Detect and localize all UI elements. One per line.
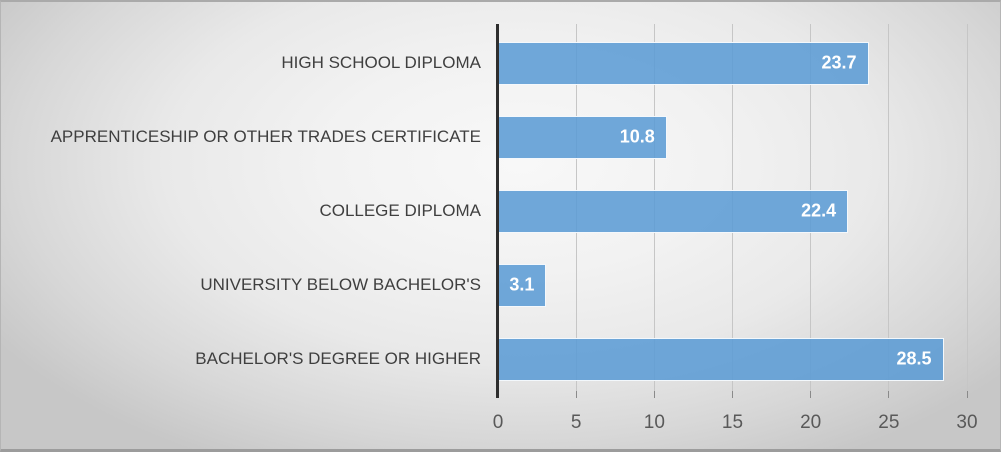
data-label: 23.7	[821, 52, 857, 73]
x-axis-tick-label: 30	[956, 412, 978, 433]
category-label: HIGH SCHOOL DIPLOMA	[281, 53, 481, 72]
x-axis-tick-label: 5	[570, 412, 582, 433]
x-axis-tick	[888, 391, 890, 398]
x-axis-tick	[732, 391, 733, 398]
gridline	[966, 24, 968, 391]
category-label: BACHELOR'S DEGREE OR HIGHER	[195, 349, 481, 368]
category-label: UNIVERSITY BELOW BACHELOR'S	[200, 275, 481, 294]
data-label: 3.1	[509, 274, 535, 295]
bar: 22.4	[498, 189, 849, 233]
bar: 23.7	[498, 41, 869, 85]
x-axis-tick-label: 0	[492, 412, 504, 433]
bar: 28.5	[498, 337, 944, 381]
x-axis-tick-label: 15	[721, 412, 744, 433]
data-label: 22.4	[801, 200, 837, 221]
category-axis-line	[495, 24, 499, 398]
data-label: 28.5	[896, 348, 932, 369]
bar: 3.1	[498, 263, 547, 307]
x-axis-tick	[653, 391, 655, 398]
x-axis-tick-label: 10	[643, 412, 665, 433]
bar: 10.8	[498, 115, 667, 159]
x-axis-tick-label: 20	[800, 412, 822, 433]
x-axis-tick	[575, 391, 577, 398]
x-axis-tick-label: 25	[878, 412, 900, 433]
x-axis-tick	[810, 391, 812, 398]
x-axis-tick	[966, 391, 968, 398]
gridline	[888, 24, 890, 391]
category-label: APPRENTICESHIP OR OTHER TRADES CERTIFICA…	[50, 127, 481, 146]
data-label: 10.8	[619, 126, 655, 147]
category-label: COLLEGE DIPLOMA	[319, 201, 481, 220]
